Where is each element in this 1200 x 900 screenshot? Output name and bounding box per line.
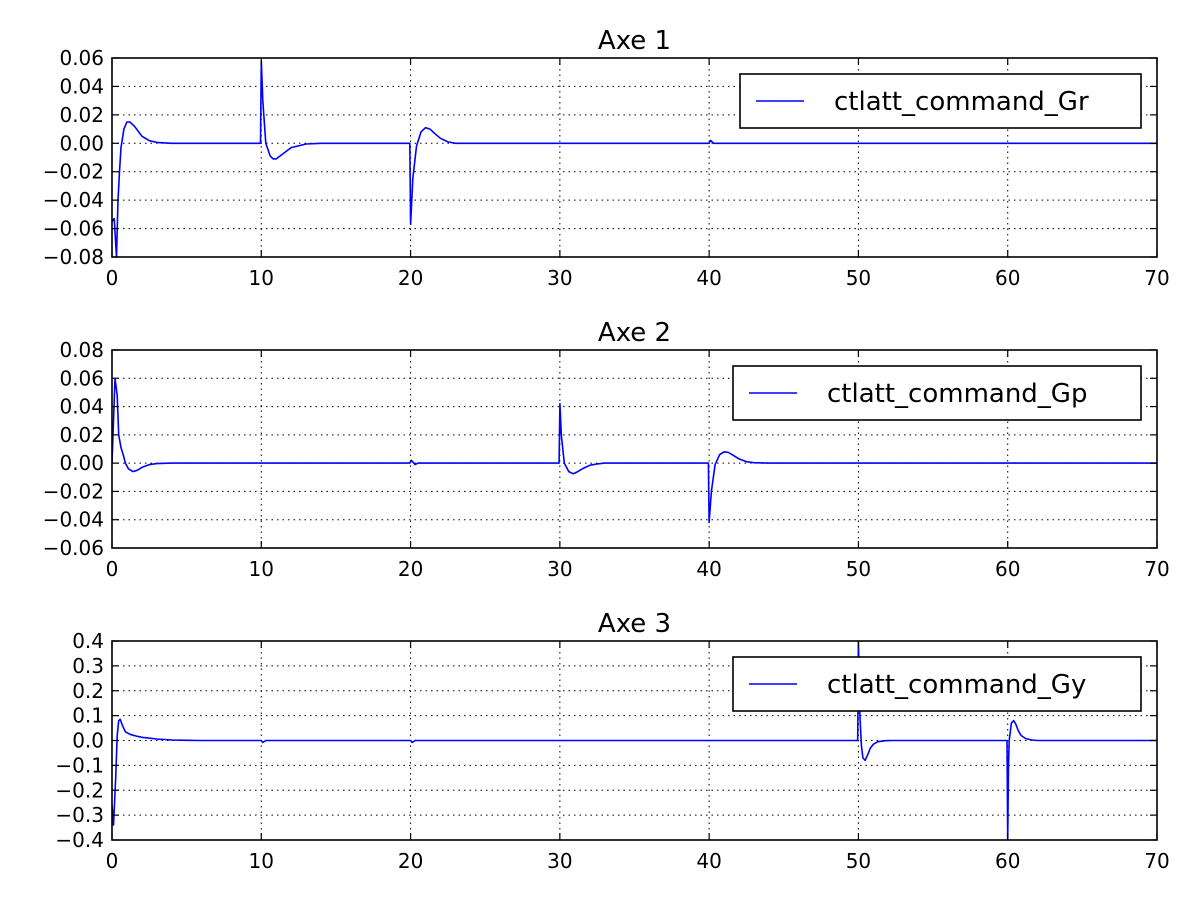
- subplot-title: Axe 3: [598, 609, 671, 639]
- y-tick-label: −0.04: [43, 508, 104, 532]
- y-tick-label: 0.06: [59, 46, 104, 70]
- x-tick-label: 0: [106, 557, 119, 581]
- legend-label: ctlatt_command_Gp: [827, 379, 1087, 409]
- x-tick-label: 10: [249, 266, 274, 290]
- legend-label: ctlatt_command_Gy: [827, 670, 1086, 700]
- x-tick-label: 10: [249, 557, 274, 581]
- y-tick-label: 0.02: [59, 423, 104, 447]
- y-tick-label: 0.1: [72, 704, 104, 728]
- subplot-1: Axe 1 0 10 20 30 40 50 60 70 −0.08 −0.06 −0.04 −0.02…: [43, 26, 1170, 290]
- x-tick-label: 50: [846, 266, 871, 290]
- y-tick-label: −0.02: [43, 479, 104, 503]
- y-tick-label: 0.00: [59, 131, 104, 155]
- legend: ctlatt_command_Gr: [739, 73, 1142, 129]
- x-tick-label: 70: [1144, 849, 1169, 873]
- subplot-title: Axe 1: [598, 26, 671, 56]
- y-tick-label: 0.00: [59, 451, 104, 475]
- y-tick-label: −0.1: [55, 753, 104, 777]
- legend-label: ctlatt_command_Gr: [834, 87, 1089, 117]
- x-tick-label: 30: [547, 849, 572, 873]
- subplot-2: Axe 2 0 10 20 30 40 50 60 70 −0.06 −0.04 −0.02 0.00 0…: [43, 318, 1170, 581]
- x-tick-label: 20: [398, 849, 423, 873]
- x-tick-label: 70: [1144, 266, 1169, 290]
- x-tick-label: 30: [547, 557, 572, 581]
- legend: ctlatt_command_Gp: [732, 365, 1142, 421]
- x-tick-label: 60: [995, 266, 1020, 290]
- y-tick-label: 0.04: [59, 395, 104, 419]
- x-tick-label: 20: [398, 557, 423, 581]
- y-tick-label: 0.02: [59, 103, 104, 127]
- y-tick-label: 0.3: [72, 654, 104, 678]
- legend-box: [732, 656, 1142, 712]
- y-tick-label: 0.08: [59, 338, 104, 362]
- series-line-ctlatt_command_Gp: [112, 377, 1157, 524]
- y-tick-label: −0.08: [43, 245, 104, 269]
- x-tick-label: 10: [249, 849, 274, 873]
- legend-box: [739, 73, 1142, 129]
- subplot-title: Axe 2: [598, 318, 671, 348]
- y-tick-label: −0.06: [43, 217, 104, 241]
- y-tick-label: −0.06: [43, 536, 104, 560]
- x-tick-label: 40: [696, 849, 721, 873]
- y-tick-label: 0.04: [59, 74, 104, 98]
- y-tick-label: 0.06: [59, 366, 104, 390]
- subplot-3: Axe 30 10 20 30 40 50 60 70−0.4−0.3−0.2−0.10.00…: [55, 609, 1169, 873]
- x-tick-label: 50: [846, 849, 871, 873]
- y-tick-label: 0.4: [72, 629, 104, 653]
- legend: ctlatt_command_Gy: [732, 656, 1142, 712]
- y-tick-label: −0.3: [55, 803, 104, 827]
- x-tick-label: 30: [547, 266, 572, 290]
- x-tick-label: 60: [995, 557, 1020, 581]
- x-tick-label: 70: [1144, 557, 1169, 581]
- y-tick-label: 0.2: [72, 679, 104, 703]
- plot-frame: [111, 349, 1158, 549]
- plot-frame: [111, 57, 1158, 258]
- y-tick-label: −0.02: [43, 160, 104, 184]
- y-tick-label: −0.2: [55, 778, 104, 802]
- series-line-ctlatt_command_Gr: [112, 59, 1157, 257]
- x-tick-label: 40: [696, 557, 721, 581]
- x-tick-label: 20: [398, 266, 423, 290]
- y-tick-label: 0.0: [72, 729, 104, 753]
- legend-box: [732, 365, 1142, 421]
- y-tick-label: −0.4: [55, 828, 104, 852]
- x-tick-label: 40: [696, 266, 721, 290]
- x-tick-label: 60: [995, 849, 1020, 873]
- x-tick-label: 0: [106, 266, 119, 290]
- y-tick-label: −0.04: [43, 188, 104, 212]
- x-tick-label: 0: [106, 849, 119, 873]
- x-tick-label: 50: [846, 557, 871, 581]
